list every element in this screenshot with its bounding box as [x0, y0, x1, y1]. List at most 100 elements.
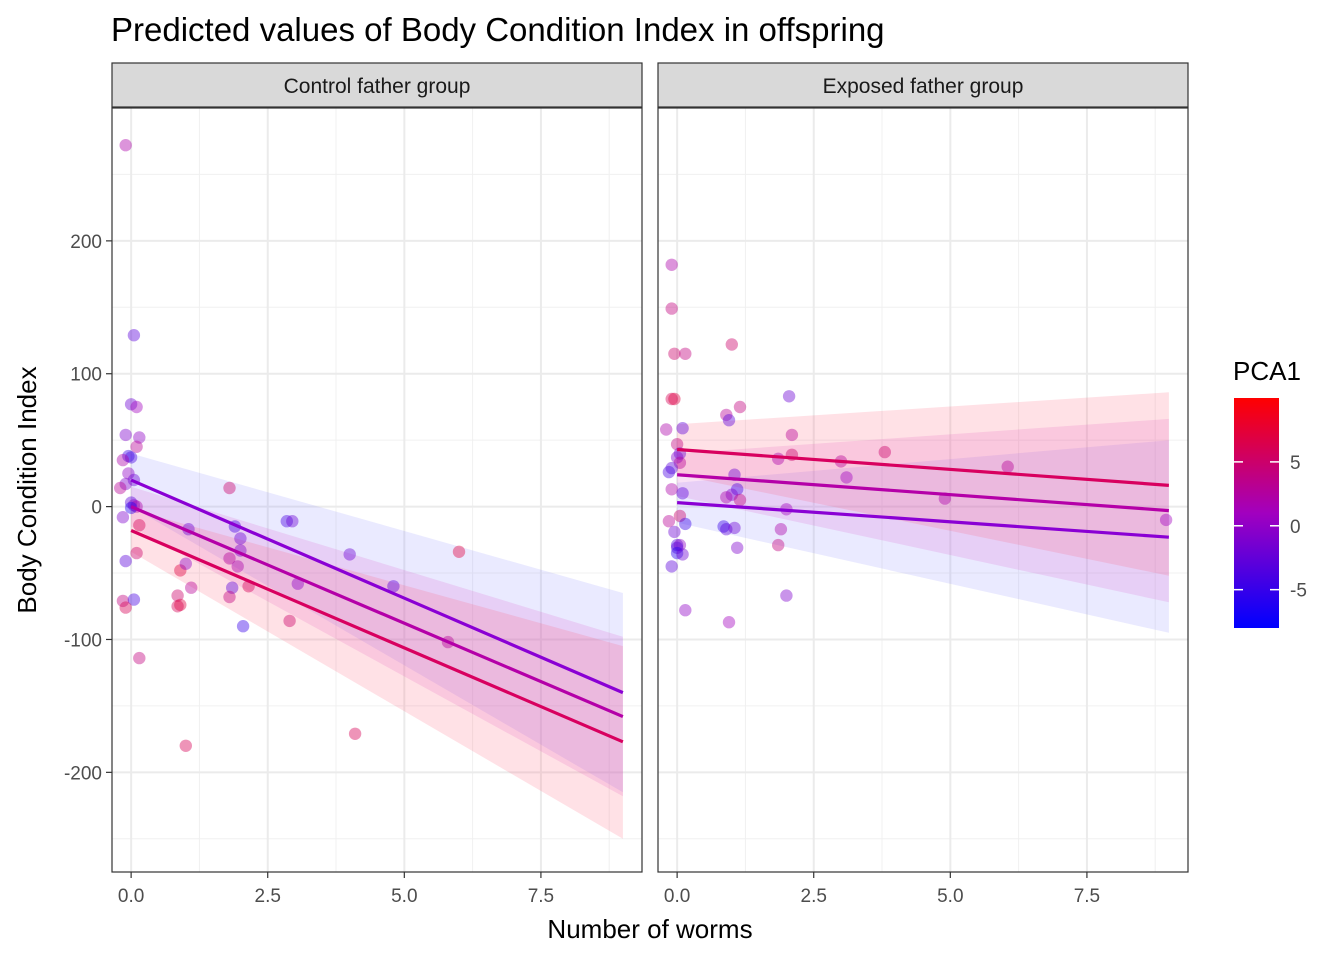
data-point — [782, 390, 796, 403]
data-point — [728, 521, 741, 535]
data-point — [116, 453, 130, 467]
y-axis-title: Body Condition Index — [12, 366, 42, 613]
x-axis-title: Number of worms — [547, 914, 752, 944]
data-point — [122, 467, 135, 480]
legend-colorbar — [1234, 398, 1279, 628]
data-point — [780, 589, 793, 602]
data-point — [236, 620, 250, 633]
data-point — [785, 428, 799, 442]
data-point — [234, 532, 247, 545]
data-point — [676, 487, 689, 500]
data-point — [283, 614, 296, 628]
data-point — [673, 538, 687, 552]
data-point — [130, 400, 143, 414]
data-point — [133, 519, 146, 532]
x-tick-label: 0.0 — [664, 886, 690, 907]
data-point — [124, 496, 138, 509]
data-point — [720, 491, 733, 504]
x-tick-label: 2.5 — [255, 886, 281, 907]
data-point — [662, 515, 676, 528]
data-point — [179, 557, 192, 570]
data-point — [878, 445, 891, 459]
data-point — [119, 139, 132, 152]
prediction-line — [130, 478, 624, 695]
data-point — [722, 414, 736, 427]
data-point — [673, 456, 687, 469]
data-point — [676, 422, 689, 435]
data-point — [733, 493, 747, 507]
data-point — [665, 461, 678, 475]
y-tick-label: 0 — [91, 498, 102, 519]
data-point — [174, 598, 187, 612]
data-point — [676, 548, 689, 561]
data-point — [119, 477, 132, 491]
data-point — [772, 538, 785, 552]
data-point — [772, 452, 785, 465]
data-point — [223, 552, 236, 565]
panel-background — [658, 108, 1188, 872]
legend-tick-label: 5 — [1290, 453, 1301, 474]
legend: PCA1 -5 0 5 — [1233, 356, 1307, 628]
data-point — [114, 481, 127, 495]
confidence-ribbon — [677, 440, 1169, 633]
confidence-ribbon — [131, 509, 623, 839]
data-point — [179, 739, 192, 752]
data-point — [127, 593, 141, 606]
prediction-line — [130, 529, 624, 744]
data-point — [133, 651, 146, 665]
data-point — [185, 581, 198, 594]
data-point — [343, 548, 356, 561]
data-point — [122, 449, 135, 463]
data-point — [116, 511, 130, 524]
data-point — [679, 604, 692, 617]
data-point — [662, 465, 676, 479]
data-point — [717, 520, 730, 533]
data-point — [670, 546, 684, 560]
data-point — [660, 423, 673, 436]
data-point — [668, 525, 681, 539]
y-tick-label: 100 — [70, 365, 102, 386]
data-point — [348, 727, 362, 740]
data-point — [127, 329, 141, 342]
data-point — [670, 538, 684, 552]
data-point — [668, 392, 681, 406]
data-point — [725, 488, 738, 501]
x-tick-label: 7.5 — [528, 886, 554, 907]
panel-border — [657, 107, 1189, 873]
data-point — [668, 347, 681, 360]
facet-strip — [657, 62, 1189, 108]
legend-title: PCA1 — [1233, 356, 1301, 386]
prediction-line — [677, 447, 1169, 487]
data-point — [679, 517, 692, 531]
data-point — [124, 398, 138, 411]
data-point — [223, 481, 236, 495]
data-point — [840, 471, 853, 484]
x-tick-label: 7.5 — [1074, 886, 1100, 907]
data-point — [286, 515, 299, 528]
prediction-line — [677, 501, 1169, 539]
data-point — [231, 560, 244, 573]
data-point — [665, 258, 678, 271]
confidence-ribbon — [131, 486, 623, 797]
y-tick-label: -100 — [64, 630, 102, 651]
data-point — [725, 338, 738, 351]
legend-tick-label: 0 — [1290, 517, 1301, 538]
confidence-ribbon — [131, 453, 623, 793]
data-point — [119, 601, 132, 614]
y-tick-label: 200 — [70, 232, 102, 253]
data-point — [673, 509, 687, 523]
prediction-line — [677, 473, 1169, 513]
facet-strip — [111, 62, 643, 108]
data-point — [119, 428, 132, 442]
facet-strip-label: Control father group — [284, 75, 471, 98]
facet-panel: Exposed father group 0.0 2.5 5.0 7.5 — [657, 62, 1189, 907]
data-point — [130, 546, 143, 560]
data-point — [731, 483, 744, 496]
data-point — [774, 523, 788, 536]
data-point — [387, 580, 400, 593]
data-point — [720, 523, 733, 536]
facet-panels: Control father group 0.0 2.5 5.0 7.5 -200 -100… — [64, 62, 1189, 907]
prediction-line — [130, 505, 624, 719]
chart-title: Predicted values of Body Condition Index… — [111, 11, 885, 48]
